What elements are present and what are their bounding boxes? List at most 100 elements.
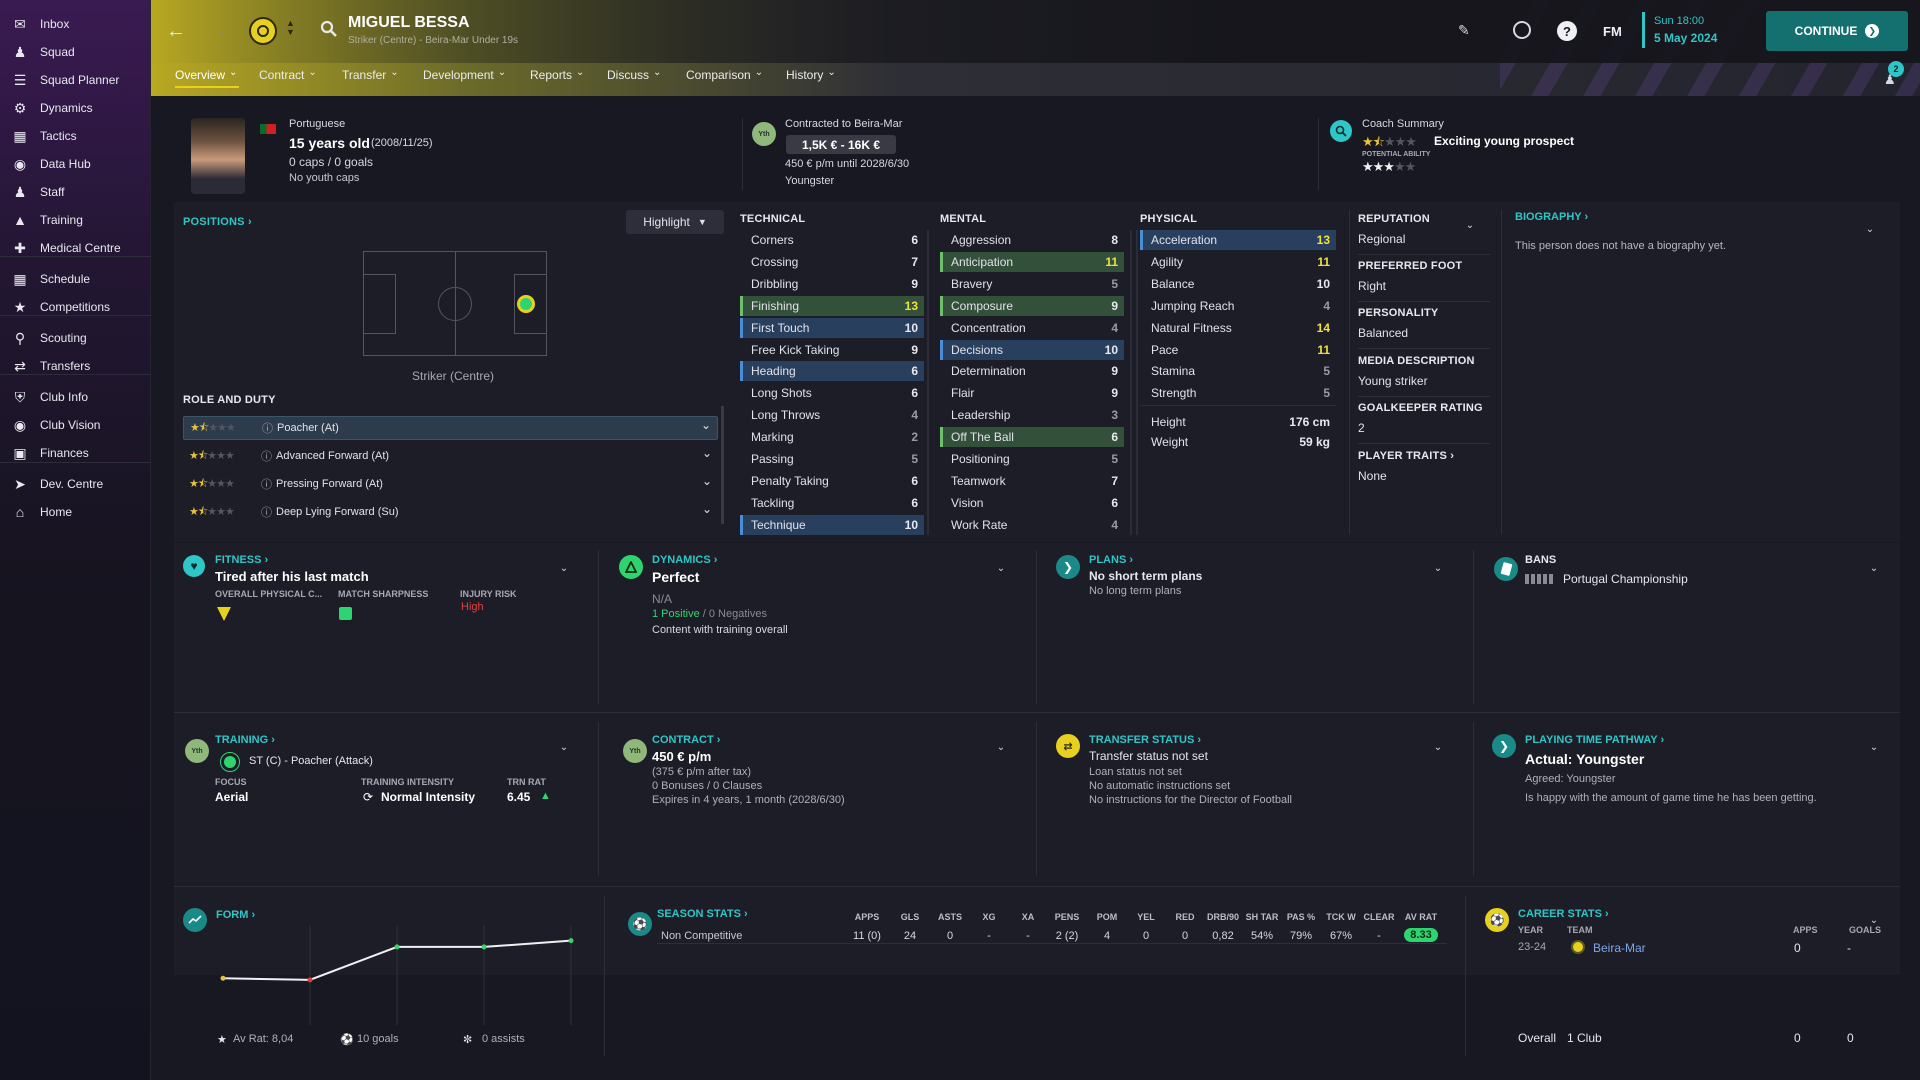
sidebar-item-home[interactable]: ⌂ Home bbox=[0, 498, 151, 526]
tab-transfer[interactable]: Transfer ⌄ bbox=[342, 67, 399, 82]
sidebar-item-tactics[interactable]: ▦ Tactics bbox=[0, 122, 151, 150]
sidebar-item-club-info[interactable]: ⛨ Club Info bbox=[0, 383, 151, 411]
fitness-chevron-icon[interactable]: ⌄ bbox=[559, 562, 569, 574]
help-icon[interactable]: ? bbox=[1557, 21, 1577, 41]
sidebar-item-medical-centre[interactable]: ✚ Medical Centre bbox=[0, 234, 151, 262]
attribute-finishing[interactable]: Finishing 13 bbox=[740, 295, 924, 316]
attribute-off-the-ball[interactable]: Off The Ball 6 bbox=[940, 427, 1124, 448]
attribute-long-shots[interactable]: Long Shots 6 bbox=[740, 383, 924, 403]
attribute-marking[interactable]: Marking 2 bbox=[740, 427, 924, 447]
pathway-chevron-icon[interactable]: ⌄ bbox=[1869, 741, 1879, 753]
attribute-penalty-taking[interactable]: Penalty Taking 6 bbox=[740, 471, 924, 491]
sidebar-item-squad-planner[interactable]: ☰ Squad Planner bbox=[0, 66, 151, 94]
tab-contract[interactable]: Contract ⌄ bbox=[259, 67, 317, 82]
attribute-long-throws[interactable]: Long Throws 4 bbox=[740, 405, 924, 425]
transfer-status-link[interactable]: TRANSFER STATUS › bbox=[1089, 734, 1202, 746]
attribute-work-rate[interactable]: Work Rate 4 bbox=[940, 515, 1124, 535]
role-row[interactable]: ★⯪★★★ ⓘ Pressing Forward (At) ⌄ bbox=[183, 472, 718, 496]
sidebar-item-data-hub[interactable]: ◉ Data Hub bbox=[0, 150, 151, 178]
fm-menu-button[interactable]: FM bbox=[1603, 24, 1622, 39]
roles-scrollbar[interactable] bbox=[721, 406, 724, 524]
club-badge-icon[interactable] bbox=[249, 17, 277, 45]
people-icon[interactable]: ♟ bbox=[1884, 72, 1896, 87]
attribute-decisions[interactable]: Decisions 10 bbox=[940, 339, 1124, 360]
attribute-flair[interactable]: Flair 9 bbox=[940, 383, 1124, 403]
attribute-aggression[interactable]: Aggression 8 bbox=[940, 230, 1124, 250]
dynamics-link[interactable]: DYNAMICS › bbox=[652, 554, 718, 566]
biography-link[interactable]: BIOGRAPHY › bbox=[1515, 211, 1589, 223]
sidebar-item-training[interactable]: ▲ Training bbox=[0, 206, 151, 234]
attribute-passing[interactable]: Passing 5 bbox=[740, 449, 924, 469]
sidebar-item-schedule[interactable]: ▦ Schedule bbox=[0, 265, 151, 293]
sidebar-item-competitions[interactable]: ★ Competitions bbox=[0, 293, 151, 321]
bans-chevron-icon[interactable]: ⌄ bbox=[1869, 562, 1879, 574]
attribute-crossing[interactable]: Crossing 7 bbox=[740, 252, 924, 272]
attribute-natural-fitness[interactable]: Natural Fitness 14 bbox=[1140, 318, 1336, 338]
attribute-positioning[interactable]: Positioning 5 bbox=[940, 449, 1124, 469]
role-row[interactable]: ★⯪★★★ ⓘ Advanced Forward (At) ⌄ bbox=[183, 444, 718, 468]
sidebar-item-transfers[interactable]: ⇄ Transfers bbox=[0, 352, 151, 380]
role-row[interactable]: ★⯪★★★ ⓘ Poacher (At) ⌄ bbox=[183, 416, 718, 440]
attribute-stamina[interactable]: Stamina 5 bbox=[1140, 361, 1336, 381]
form-point[interactable] bbox=[568, 938, 574, 944]
sidebar-item-dev-centre[interactable]: ➤ Dev. Centre bbox=[0, 470, 151, 498]
attribute-teamwork[interactable]: Teamwork 7 bbox=[940, 471, 1124, 491]
attribute-acceleration[interactable]: Acceleration 13 bbox=[1140, 230, 1336, 250]
plans-chevron-icon[interactable]: ⌄ bbox=[1433, 562, 1443, 574]
form-point[interactable] bbox=[394, 944, 400, 950]
role-row[interactable]: ★⯪★★★ ⓘ Deep Lying Forward (Su) ⌄ bbox=[183, 500, 718, 524]
attribute-determination[interactable]: Determination 9 bbox=[940, 361, 1124, 381]
attribute-vision[interactable]: Vision 6 bbox=[940, 493, 1124, 513]
biography-chevron-icon[interactable]: ⌄ bbox=[1865, 223, 1875, 235]
tab-development[interactable]: Development ⌄ bbox=[423, 67, 506, 82]
sidebar-item-dynamics[interactable]: ⚙ Dynamics bbox=[0, 94, 151, 122]
highlight-dropdown[interactable]: Highlight ▼ bbox=[626, 210, 724, 234]
training-chevron-icon[interactable]: ⌄ bbox=[559, 741, 569, 753]
fitness-link[interactable]: FITNESS › bbox=[215, 554, 269, 566]
sidebar-item-staff[interactable]: ♟ Staff bbox=[0, 178, 151, 206]
tab-history[interactable]: History ⌄ bbox=[786, 67, 836, 82]
attribute-dribbling[interactable]: Dribbling 9 bbox=[740, 274, 924, 294]
sidebar-item-finances[interactable]: ▣ Finances bbox=[0, 439, 151, 467]
training-link[interactable]: TRAINING › bbox=[215, 734, 275, 746]
plans-link[interactable]: PLANS › bbox=[1089, 554, 1134, 566]
attribute-free-kick-taking[interactable]: Free Kick Taking 9 bbox=[740, 340, 924, 360]
edit-icon[interactable]: ✎ bbox=[1458, 22, 1470, 38]
form-link[interactable]: FORM › bbox=[216, 909, 256, 921]
attribute-corners[interactable]: Corners 6 bbox=[740, 230, 924, 250]
attribute-agility[interactable]: Agility 11 bbox=[1140, 252, 1336, 272]
dynamics-chevron-icon[interactable]: ⌄ bbox=[996, 562, 1006, 574]
positions-link[interactable]: POSITIONS › bbox=[183, 216, 252, 228]
player-switch-icon[interactable]: ▲ ▼ bbox=[286, 18, 295, 37]
career-team-link[interactable]: Beira-Mar bbox=[1593, 941, 1646, 955]
season-stats-link[interactable]: SEASON STATS › bbox=[657, 908, 748, 920]
sidebar-item-inbox[interactable]: ✉ Inbox bbox=[0, 10, 151, 38]
transfer-chevron-icon[interactable]: ⌄ bbox=[1433, 741, 1443, 753]
continue-button[interactable]: CONTINUE ❯ bbox=[1766, 11, 1908, 51]
form-point[interactable] bbox=[481, 944, 487, 950]
world-icon[interactable] bbox=[1513, 21, 1531, 39]
attribute-anticipation[interactable]: Anticipation 11 bbox=[940, 251, 1124, 272]
attribute-jumping-reach[interactable]: Jumping Reach 4 bbox=[1140, 296, 1336, 316]
sidebar-item-scouting[interactable]: ⚲ Scouting bbox=[0, 324, 151, 352]
tab-reports[interactable]: Reports ⌄ bbox=[530, 67, 584, 82]
attribute-tackling[interactable]: Tackling 6 bbox=[740, 493, 924, 513]
forward-arrow-icon[interactable]: → bbox=[208, 20, 228, 42]
attribute-concentration[interactable]: Concentration 4 bbox=[940, 318, 1124, 338]
form-point[interactable] bbox=[307, 977, 313, 983]
attribute-strength[interactable]: Strength 5 bbox=[1140, 383, 1336, 403]
tab-comparison[interactable]: Comparison ⌄ bbox=[686, 67, 763, 82]
attribute-bravery[interactable]: Bravery 5 bbox=[940, 274, 1124, 294]
tab-overview[interactable]: Overview ⌄ bbox=[175, 67, 239, 88]
pathway-link[interactable]: PLAYING TIME PATHWAY › bbox=[1525, 734, 1665, 746]
attribute-pace[interactable]: Pace 11 bbox=[1140, 340, 1336, 360]
form-point[interactable] bbox=[220, 975, 226, 981]
contract-link[interactable]: CONTRACT › bbox=[652, 734, 721, 746]
attribute-technique[interactable]: Technique 10 bbox=[740, 514, 924, 535]
traits-label[interactable]: PLAYER TRAITS › bbox=[1358, 450, 1454, 462]
attribute-heading[interactable]: Heading 6 bbox=[740, 361, 924, 382]
sidebar-item-squad[interactable]: ♟ Squad bbox=[0, 38, 151, 66]
back-arrow-icon[interactable]: ← bbox=[166, 20, 186, 42]
tab-discuss[interactable]: Discuss ⌄ bbox=[607, 67, 661, 82]
notification-badge[interactable]: 2 bbox=[1888, 61, 1904, 77]
